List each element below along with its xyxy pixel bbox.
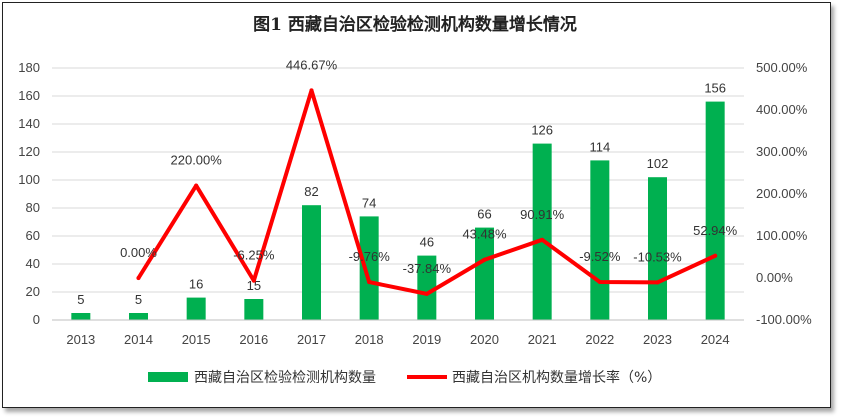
growth-rate-point	[655, 280, 660, 285]
growth-rate-point	[194, 183, 199, 188]
bar-value-label: 15	[247, 278, 261, 293]
y-left-tick-label: 140	[18, 116, 40, 131]
growth-rate-label: 43.48%	[462, 227, 507, 242]
bar-value-label: 156	[704, 81, 726, 96]
growth-rate-label: -9.52%	[579, 249, 621, 264]
y-left-tick-label: 180	[18, 60, 40, 75]
y-left-tick-label: 60	[26, 228, 40, 243]
y-left-tick-label: 80	[26, 200, 40, 215]
y-right-tick-label: 400.00%	[756, 102, 808, 117]
bar	[359, 216, 379, 320]
legend: 西藏自治区检验检测机构数量 西藏自治区机构数量增长率（%）	[148, 369, 661, 386]
bar-value-label: 16	[189, 277, 203, 292]
x-tick-label: 2022	[585, 332, 614, 347]
y-right-tick-label: -100.00%	[756, 312, 812, 327]
bar	[71, 313, 91, 320]
bar-value-label: 102	[647, 156, 669, 171]
growth-rate-point	[482, 257, 487, 262]
x-tick-label: 2015	[182, 332, 211, 347]
chart-frame	[2, 2, 831, 408]
bar-value-label: 5	[135, 292, 142, 307]
bar	[475, 227, 494, 320]
x-tick-label: 2024	[701, 332, 730, 347]
bar	[302, 205, 321, 320]
bar-data-labels: 5 5 16 15 82 74 46 66 126 114 102 156	[77, 81, 726, 307]
x-tick-label: 2013	[66, 332, 95, 347]
bar-value-label: 46	[420, 235, 434, 250]
bar	[417, 255, 437, 320]
y-left-tick-label: 40	[26, 256, 40, 271]
legend-line-label: 西藏自治区机构数量增长率（%）	[452, 369, 661, 386]
x-tick-label: 2020	[470, 332, 499, 347]
bar	[590, 160, 610, 320]
growth-rate-point	[367, 280, 372, 285]
y-left-tick-label: 100	[18, 172, 40, 187]
y-right-tick-label: 0.00%	[756, 270, 793, 285]
growth-rate-label: 0.00%	[120, 245, 157, 260]
y-left-tick-label: 0	[33, 312, 40, 327]
growth-rate-point	[424, 291, 429, 296]
bar-value-label: 114	[589, 139, 610, 154]
x-tick-label: 2019	[412, 332, 441, 347]
bar	[705, 101, 725, 320]
bar	[244, 299, 264, 320]
legend-bar-label: 西藏自治区检验检测机构数量	[194, 370, 376, 386]
y-left-tick-label: 160	[18, 88, 40, 103]
growth-rate-label: 52.94%	[693, 223, 738, 238]
growth-rate-point	[540, 237, 545, 242]
y-axis-left: 0 20 40 60 80 100 120 140 160 180	[18, 60, 40, 327]
growth-rate-label: -10.53%	[633, 249, 682, 264]
y-right-tick-label: 200.00%	[756, 186, 808, 201]
x-tick-label: 2014	[124, 332, 153, 347]
chart-title: 图1 西藏自治区检验检测机构数量增长情况	[253, 14, 577, 35]
growth-rate-label: 90.91%	[520, 207, 565, 222]
bar	[129, 313, 148, 320]
growth-rate-label: -37.84%	[403, 261, 452, 276]
y-right-tick-label: 300.00%	[756, 144, 808, 159]
growth-rate-label: -6.25%	[233, 248, 275, 263]
growth-rate-label: 220.00%	[171, 153, 223, 168]
growth-rate-point	[309, 88, 314, 93]
y-left-tick-label: 20	[26, 284, 40, 299]
x-axis: 2013 2014 2015 2016 2017 2018 2019 2020 2021 2022…	[52, 319, 744, 347]
y-right-tick-label: 500.00%	[756, 60, 808, 75]
bar	[532, 143, 552, 320]
bar-value-label: 5	[77, 292, 84, 307]
growth-rate-point	[251, 278, 256, 283]
x-tick-label: 2017	[297, 332, 326, 347]
bar-value-label: 66	[477, 207, 491, 222]
bar	[186, 297, 206, 320]
x-tick-label: 2016	[239, 332, 268, 347]
y-axis-right: -100.00% 0.00% 100.00% 200.00% 300.00% 400.00…	[756, 60, 812, 327]
growth-rate-label: -9.76%	[349, 249, 391, 264]
x-tick-label: 2023	[643, 332, 672, 347]
legend-bar-swatch	[148, 372, 188, 382]
bar-value-label: 126	[531, 123, 553, 138]
x-tick-label: 2021	[528, 332, 557, 347]
x-tick-label: 2018	[355, 332, 384, 347]
growth-rate-point	[597, 279, 602, 284]
growth-rate-point	[713, 253, 718, 258]
y-left-tick-label: 120	[18, 144, 40, 159]
growth-rate-point	[136, 276, 141, 280]
growth-rate-label: 446.67%	[286, 57, 338, 72]
bar-value-label: 74	[362, 195, 376, 210]
y-right-tick-label: 100.00%	[756, 228, 808, 243]
line-data-labels: 0.00% 220.00% -6.25% 446.67% -9.76% -37.84% 43…	[120, 57, 738, 275]
bar-value-label: 82	[304, 184, 318, 199]
line-series	[136, 88, 718, 296]
